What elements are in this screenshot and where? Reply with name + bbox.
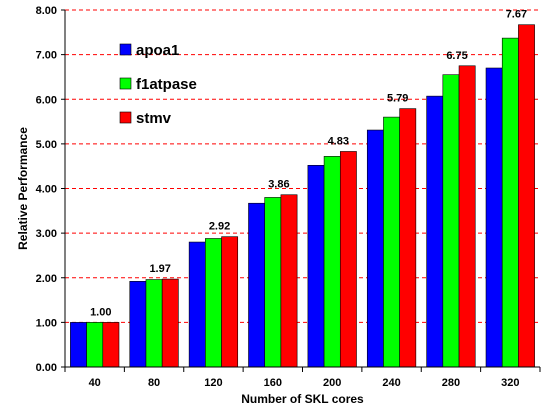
bar-f1atpase-120 bbox=[205, 238, 222, 368]
labels: 0.00 1.00 2.00 3.00 4.00 5.00 6.00 7.00 8.00 40 80… bbox=[16, 5, 527, 406]
bar-apoa1-160 bbox=[248, 202, 266, 368]
legend-label-f1atpase: f1atpase bbox=[136, 76, 197, 93]
bar-stmv-160 bbox=[280, 194, 298, 368]
y-tick-label: 0.00 bbox=[36, 362, 57, 374]
y-tick-label: 4.00 bbox=[36, 184, 57, 196]
bar-f1atpase-240 bbox=[383, 116, 400, 368]
x-axis-title: Number of SKL cores bbox=[241, 392, 364, 406]
x-tick-label: 120 bbox=[204, 377, 222, 389]
data-label: 7.67 bbox=[506, 9, 527, 21]
data-label: 2.92 bbox=[209, 221, 230, 233]
legend-label-stmv: stmv bbox=[136, 110, 172, 127]
data-label: 1.00 bbox=[90, 306, 111, 318]
bar-f1atpase-280 bbox=[442, 74, 460, 368]
y-tick-label: 2.00 bbox=[36, 273, 57, 285]
bar-stmv-320 bbox=[518, 24, 535, 368]
bars bbox=[70, 24, 535, 368]
x-tick-label: 320 bbox=[501, 377, 519, 389]
x-tick-label: 280 bbox=[442, 377, 460, 389]
y-tick-label: 3.00 bbox=[36, 228, 57, 240]
bar-apoa1-200 bbox=[307, 164, 325, 368]
bar-stmv-40 bbox=[102, 322, 120, 368]
bar-apoa1-80 bbox=[129, 281, 147, 368]
bar-stmv-120 bbox=[221, 236, 239, 368]
legend-swatch-stmv bbox=[119, 111, 132, 124]
y-tick-label: 1.00 bbox=[36, 317, 57, 329]
y-tick-label: 6.00 bbox=[36, 94, 57, 106]
bar-stmv-280 bbox=[458, 65, 476, 368]
y-tick-label: 7.00 bbox=[36, 50, 57, 62]
bar-stmv-240 bbox=[399, 108, 417, 368]
bar-apoa1-320 bbox=[485, 67, 503, 368]
legend-label-apoa1: apoa1 bbox=[136, 42, 179, 59]
data-label: 3.86 bbox=[268, 179, 289, 191]
bar-f1atpase-80 bbox=[145, 279, 163, 368]
data-label: 6.75 bbox=[446, 50, 467, 62]
y-tick-label: 5.00 bbox=[36, 139, 57, 151]
legend-swatch-apoa1 bbox=[119, 43, 132, 56]
bar-apoa1-120 bbox=[188, 241, 206, 368]
bar-f1atpase-40 bbox=[86, 322, 104, 368]
bar-f1atpase-320 bbox=[501, 37, 519, 368]
bar-stmv-200 bbox=[339, 151, 357, 368]
axes bbox=[61, 9, 541, 372]
x-tick-label: 200 bbox=[323, 377, 341, 389]
bar-apoa1-280 bbox=[426, 95, 444, 368]
bar-apoa1-40 bbox=[70, 322, 87, 368]
x-tick-label: 80 bbox=[148, 377, 160, 389]
x-tick-label: 160 bbox=[264, 377, 282, 389]
bar-f1atpase-200 bbox=[323, 156, 341, 368]
data-label: 1.97 bbox=[149, 263, 170, 275]
bar-f1atpase-160 bbox=[264, 197, 282, 368]
data-label: 4.83 bbox=[328, 135, 349, 147]
legend-swatch-f1atpase bbox=[119, 77, 132, 90]
bar-stmv-80 bbox=[161, 278, 179, 368]
data-label: 5.79 bbox=[387, 93, 408, 105]
x-tick-label: 40 bbox=[89, 377, 101, 389]
bar-apoa1-240 bbox=[366, 129, 384, 368]
x-tick-label: 240 bbox=[382, 377, 400, 389]
y-tick-label: 8.00 bbox=[36, 5, 57, 17]
y-axis-title: Relative Performance bbox=[16, 127, 30, 250]
legend: apoa1 f1atpase stmv bbox=[119, 42, 197, 127]
